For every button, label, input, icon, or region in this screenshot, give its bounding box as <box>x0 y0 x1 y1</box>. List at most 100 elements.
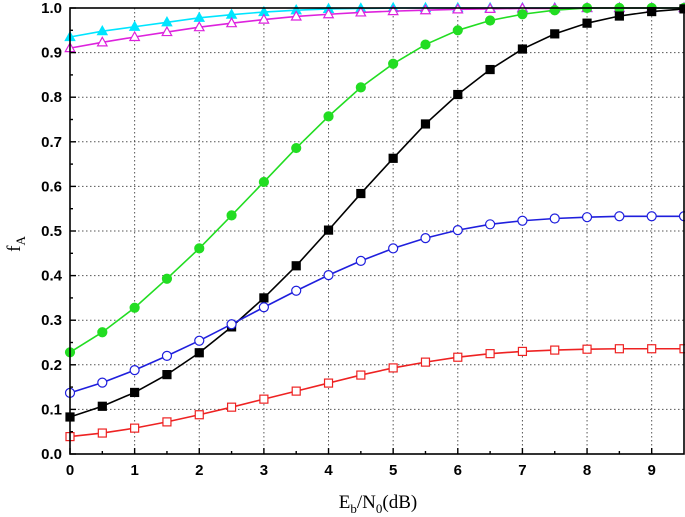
svg-text:fA: fA <box>4 236 28 252</box>
data-point <box>420 357 431 367</box>
data-point <box>388 58 399 69</box>
y-tick-label: 0.6 <box>41 178 62 195</box>
data-point <box>420 119 431 129</box>
data-point <box>517 9 528 20</box>
y-tick-label: 0.0 <box>41 446 62 463</box>
data-point <box>226 210 237 221</box>
data-point <box>194 243 205 254</box>
x-tick-label: 6 <box>454 462 462 479</box>
data-point <box>162 370 172 380</box>
data-point <box>419 4 432 15</box>
data-point <box>549 5 560 16</box>
x-tick-label: 0 <box>66 462 74 479</box>
data-point <box>129 302 140 313</box>
series-line <box>69 7 684 49</box>
ticks <box>69 7 653 455</box>
y-tick-label: 0.7 <box>41 134 62 151</box>
data-point <box>582 344 592 354</box>
series-line <box>69 7 684 353</box>
x-tick-label: 4 <box>324 462 333 479</box>
data-point <box>322 8 335 19</box>
data-point <box>194 335 205 346</box>
y-tick-label: 0.5 <box>41 223 62 240</box>
data-point <box>387 4 399 16</box>
series-line <box>69 8 685 418</box>
data-point <box>647 344 657 354</box>
data-point <box>550 345 560 355</box>
data-point <box>614 211 625 222</box>
data-point <box>96 24 109 36</box>
data-point <box>485 15 496 26</box>
data-point <box>485 219 496 230</box>
data-point <box>226 319 237 330</box>
data-point <box>355 6 367 17</box>
data-point <box>356 370 366 380</box>
data-point <box>97 377 108 388</box>
data-point <box>452 25 463 36</box>
data-point <box>355 82 366 93</box>
y-tick-label: 1.0 <box>41 0 62 17</box>
data-point <box>97 428 107 438</box>
data-point <box>97 401 107 411</box>
data-point <box>161 25 173 37</box>
data-point <box>323 270 334 281</box>
data-point <box>453 352 463 362</box>
data-point <box>550 29 560 39</box>
data-point <box>452 225 463 236</box>
series-layer <box>64 1 685 442</box>
series-3 <box>65 4 685 422</box>
data-point <box>130 423 140 433</box>
data-point <box>258 302 269 313</box>
data-point <box>356 188 366 199</box>
data-point <box>355 255 366 266</box>
data-point <box>581 212 593 223</box>
data-point <box>128 20 141 31</box>
series-line <box>69 347 684 438</box>
data-point <box>96 36 109 47</box>
x-tick-label: 5 <box>389 462 397 479</box>
y-tick-label: 0.2 <box>41 357 62 374</box>
data-point <box>420 233 431 244</box>
data-point <box>549 213 560 224</box>
data-point <box>323 378 334 388</box>
data-point <box>291 386 301 396</box>
data-point <box>517 44 528 54</box>
x-tick-label: 2 <box>195 462 203 479</box>
y-tick-label: 0.8 <box>41 89 62 106</box>
x-tick-label: 8 <box>583 462 591 479</box>
x-axis-title: Eb/N0(dB) <box>339 492 417 516</box>
data-point <box>226 402 237 412</box>
data-point <box>614 344 624 354</box>
x-tick-label: 3 <box>260 462 268 479</box>
data-point <box>259 293 269 303</box>
x-tick-label: 1 <box>130 462 138 479</box>
data-point <box>258 176 269 188</box>
x-tick-label: 9 <box>648 462 656 479</box>
data-point <box>323 225 334 235</box>
data-point <box>162 417 172 427</box>
data-point <box>388 363 398 373</box>
data-point <box>646 211 657 222</box>
data-point <box>161 350 173 361</box>
data-point <box>194 348 204 358</box>
data-point <box>453 89 463 100</box>
series-4 <box>64 211 685 398</box>
data-point <box>485 64 495 75</box>
data-point <box>259 394 269 404</box>
data-point <box>517 215 528 226</box>
data-point <box>388 243 399 254</box>
data-point <box>97 327 108 338</box>
data-point <box>323 111 334 122</box>
data-point <box>388 153 398 163</box>
data-point <box>291 285 302 296</box>
data-point <box>517 346 528 357</box>
data-point <box>485 349 495 359</box>
data-point <box>128 30 141 42</box>
data-point <box>225 16 238 28</box>
data-point <box>290 10 302 21</box>
series-2 <box>64 2 685 358</box>
data-point <box>130 387 140 398</box>
x-tick-label: 7 <box>518 462 526 479</box>
data-point <box>291 261 301 271</box>
